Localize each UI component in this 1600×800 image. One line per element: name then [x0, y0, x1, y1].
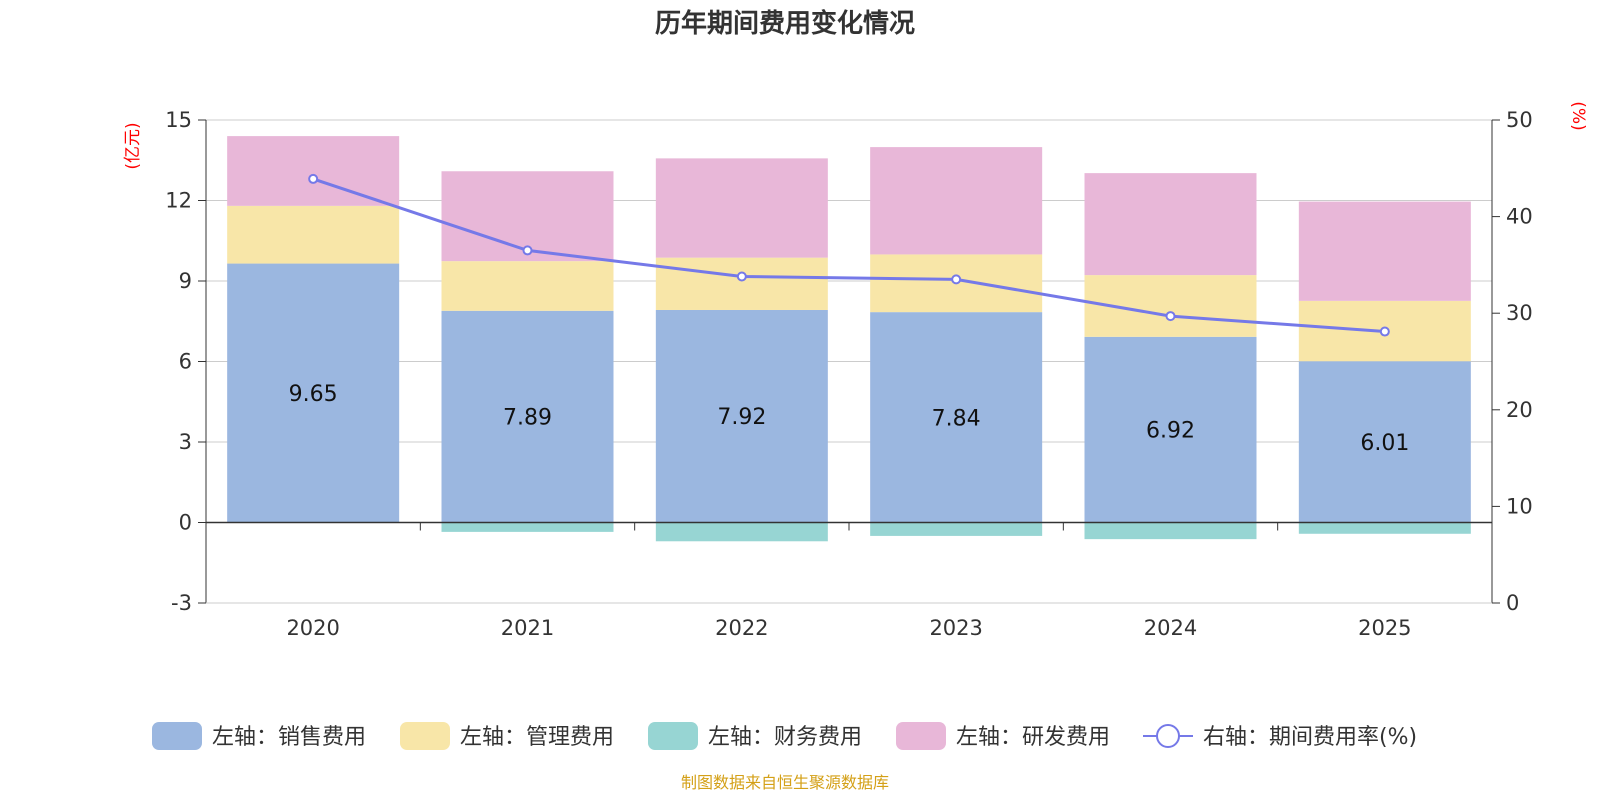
bar-data-label: 6.92: [1146, 419, 1195, 444]
right-axis-tick-label: 0: [1506, 591, 1519, 615]
bar-segment: [227, 263, 400, 523]
expense-rate-point[interactable]: [1379, 326, 1390, 337]
bar-data-label: 7.92: [717, 405, 766, 430]
bar-segment: [655, 522, 828, 542]
bar-data-label: 9.65: [289, 382, 338, 407]
right-axis-tick-label: 50: [1506, 108, 1533, 132]
x-axis-tick-label: 2021: [501, 616, 554, 640]
bar-segment: [655, 158, 828, 258]
bar-segment: [870, 147, 1043, 255]
legend: 左轴：销售费用 左轴：管理费用 左轴：财务费用 左轴：研发费用 右轴：期间费用率(%): [152, 722, 1417, 750]
bar-data-label: 7.84: [932, 406, 981, 431]
legend-label[interactable]: 左轴：销售费用: [212, 725, 366, 750]
legend-swatch[interactable]: [400, 722, 450, 750]
line-series: [308, 173, 1390, 337]
expense-rate-line: [312, 177, 1385, 334]
left-axis-tick-label: 6: [179, 350, 192, 374]
bar-segment: [227, 136, 400, 206]
left-axis-tick-label: 3: [179, 430, 192, 454]
source-note: 制图数据来自恒生聚源数据库: [681, 773, 889, 792]
left-axis-tick-label: 15: [165, 108, 192, 132]
left-axis-tick-label: 0: [179, 511, 192, 535]
x-axis-tick-label: 2024: [1144, 616, 1197, 640]
left-axis-tick-label: 12: [165, 189, 192, 213]
chart-title: 历年期间费用变化情况: [655, 8, 915, 39]
bar-segment: [1084, 522, 1257, 540]
legend-swatch[interactable]: [896, 722, 946, 750]
legend-label[interactable]: 左轴：研发费用: [956, 725, 1110, 750]
left-axis-tick-label: -3: [171, 591, 192, 615]
bar-segment: [441, 261, 614, 311]
legend-label[interactable]: 左轴：管理费用: [460, 725, 614, 750]
bar-segment: [1084, 173, 1257, 276]
bars: [227, 136, 1471, 542]
expense-rate-point[interactable]: [736, 271, 747, 282]
left-axis-unit: (亿元): [123, 122, 143, 169]
right-axis-tick-label: 40: [1506, 205, 1533, 229]
legend-swatch[interactable]: [152, 722, 202, 750]
bar-segment: [655, 257, 828, 310]
bar-segment: [870, 312, 1043, 523]
right-axis-tick-label: 30: [1506, 301, 1533, 325]
legend-marker-icon[interactable]: [1156, 724, 1180, 748]
legend-label[interactable]: 右轴：期间费用率(%): [1203, 725, 1417, 750]
bar-segment: [655, 309, 828, 523]
x-axis-tick-label: 2025: [1358, 616, 1411, 640]
expense-rate-point[interactable]: [951, 274, 962, 285]
bar-labels: 9.65 7.89 7.92 7.84 6.92 6.01: [289, 382, 1410, 456]
bar-data-label: 7.89: [503, 406, 552, 431]
right-axis-unit: (%): [1568, 101, 1588, 130]
bar-segment: [870, 522, 1043, 536]
expense-rate-point[interactable]: [522, 245, 533, 256]
bar-data-label: 6.01: [1360, 431, 1409, 456]
x-axis-tick-label: 2022: [715, 616, 768, 640]
expense-rate-point[interactable]: [308, 173, 319, 184]
bar-segment: [1298, 201, 1471, 301]
left-axis-tick-label: 9: [179, 269, 192, 293]
bar-segment: [441, 310, 614, 523]
bar-segment: [1084, 336, 1257, 523]
legend-label[interactable]: 左轴：财务费用: [708, 725, 862, 750]
bar-segment: [441, 522, 614, 532]
legend-swatch[interactable]: [648, 722, 698, 750]
x-axis-tick-label: 2023: [929, 616, 982, 640]
bar-segment: [227, 205, 400, 264]
expense-rate-point[interactable]: [1165, 311, 1176, 322]
right-axis-tick-label: 20: [1506, 398, 1533, 422]
x-axis-tick-label: 2020: [286, 616, 339, 640]
right-axis-tick-label: 10: [1506, 494, 1533, 518]
bar-segment: [1298, 522, 1471, 534]
bar-segment: [1298, 361, 1471, 523]
